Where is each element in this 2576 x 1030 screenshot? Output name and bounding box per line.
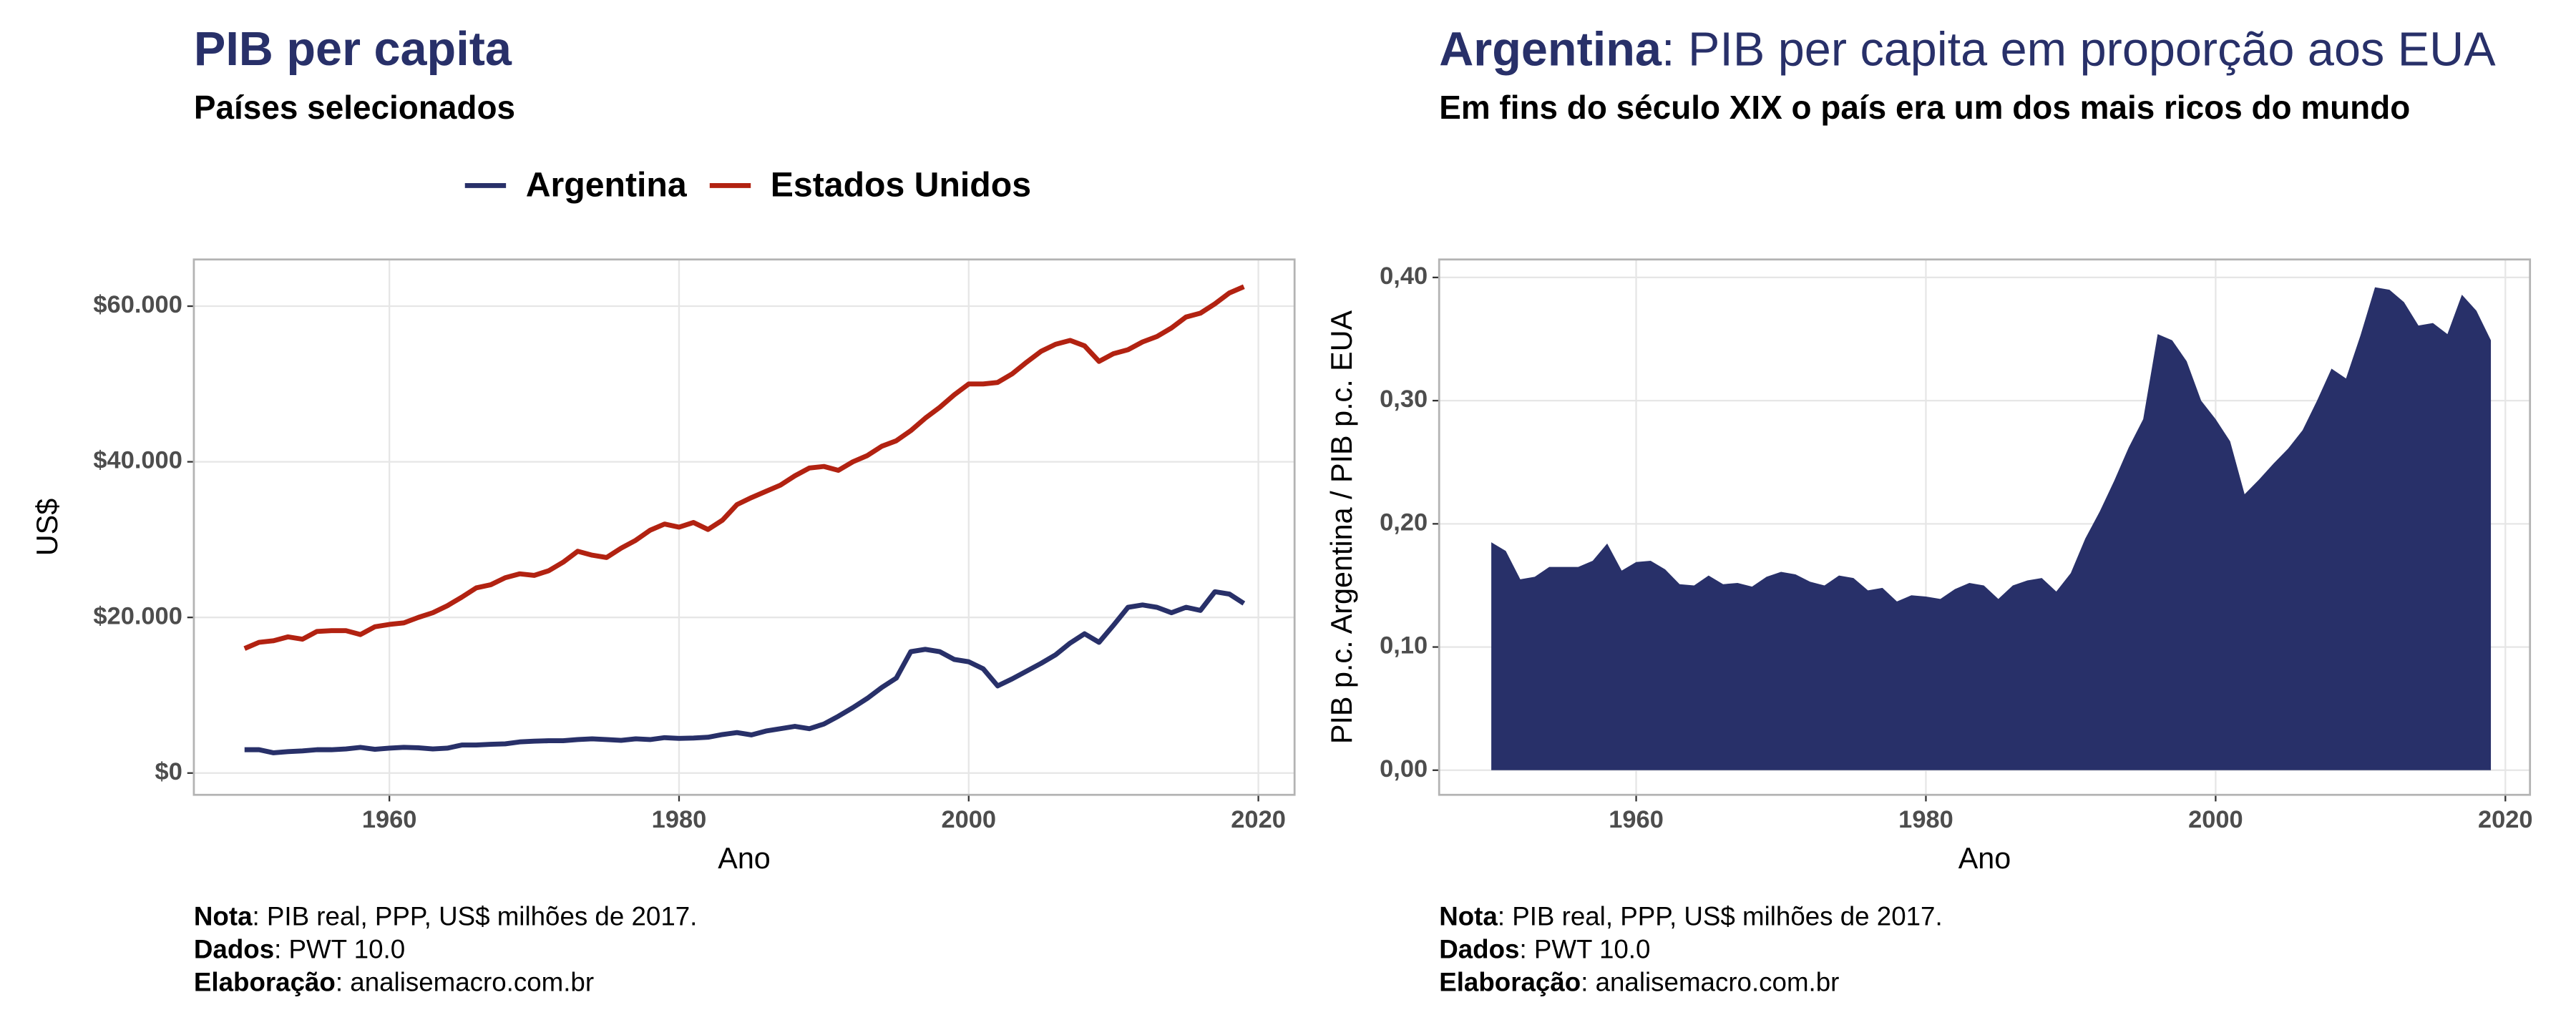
note-text: : PIB real, PPP, US$ milhões de 2017. xyxy=(253,901,698,931)
y-tick-label: 0,10 xyxy=(1380,632,1428,659)
note: Elaboração: analisemacro.com.br xyxy=(1439,967,1839,996)
x-tick-label: 2000 xyxy=(2188,806,2243,833)
note-label: Elaboração xyxy=(194,967,336,996)
x-tick-label: 2020 xyxy=(1231,806,1286,833)
y-tick-label: 0,00 xyxy=(1380,755,1428,783)
area xyxy=(1491,287,2492,770)
x-tick-label: 1980 xyxy=(652,806,707,833)
x-tick-label: 1960 xyxy=(1609,806,1664,833)
note-label: Nota xyxy=(194,901,253,931)
x-axis-label: Ano xyxy=(718,842,771,875)
line xyxy=(243,284,1245,651)
note: Dados: PWT 10.0 xyxy=(194,934,405,963)
y-axis-label: PIB p.c. Argentina / PIB p.c. EUA xyxy=(1325,310,1358,744)
y-tick-label: $0 xyxy=(155,758,182,785)
note-text: : PWT 10.0 xyxy=(274,934,405,963)
chart-title: Argentina: PIB per capita em proporção a… xyxy=(1439,23,2496,76)
chart-subtitle: Países selecionados xyxy=(194,89,515,126)
y-tick-label: $60.000 xyxy=(93,291,182,318)
note-text: : analisemacro.com.br xyxy=(336,967,594,996)
y-tick-label: $40.000 xyxy=(93,447,182,474)
note-label: Nota xyxy=(1439,901,1498,931)
legend-label: Argentina xyxy=(526,165,688,204)
y-tick-label: 0,30 xyxy=(1380,386,1428,413)
y-axis-label: US$ xyxy=(31,499,64,556)
chart-title-bold: Argentina xyxy=(1439,23,1662,76)
y-tick-label: $20.000 xyxy=(93,602,182,629)
legend-label: Estados Unidos xyxy=(771,165,1031,204)
note: Dados: PWT 10.0 xyxy=(1439,934,1650,963)
plot-border xyxy=(192,258,1296,796)
chart-title: PIB per capita xyxy=(194,23,512,76)
plot-border xyxy=(1438,258,2532,796)
chart-title-rest: : PIB per capita em proporção aos EUA xyxy=(1662,23,2496,76)
note-text: : PIB real, PPP, US$ milhões de 2017. xyxy=(1498,901,1943,931)
x-tick-label: 1980 xyxy=(1898,806,1953,833)
note-text: : analisemacro.com.br xyxy=(1581,967,1839,996)
line xyxy=(244,589,1246,755)
note: Nota: PIB real, PPP, US$ milhões de 2017… xyxy=(1439,901,1942,931)
chart-subtitle: Em fins do século XIX o país era um dos … xyxy=(1439,89,2410,126)
x-tick-label: 2020 xyxy=(2478,806,2533,833)
note-label: Dados xyxy=(194,934,274,963)
x-tick-label: 2000 xyxy=(941,806,996,833)
y-tick-label: 0,40 xyxy=(1380,263,1428,290)
note: Nota: PIB real, PPP, US$ milhões de 2017… xyxy=(194,901,697,931)
y-tick-label: 0,20 xyxy=(1380,509,1428,536)
note-label: Elaboração xyxy=(1439,967,1581,996)
x-tick-label: 1960 xyxy=(362,806,417,833)
note-label: Dados xyxy=(1439,934,1519,963)
x-axis-label: Ano xyxy=(1958,842,2011,875)
note-text: : PWT 10.0 xyxy=(1519,934,1650,963)
note: Elaboração: analisemacro.com.br xyxy=(194,967,594,996)
